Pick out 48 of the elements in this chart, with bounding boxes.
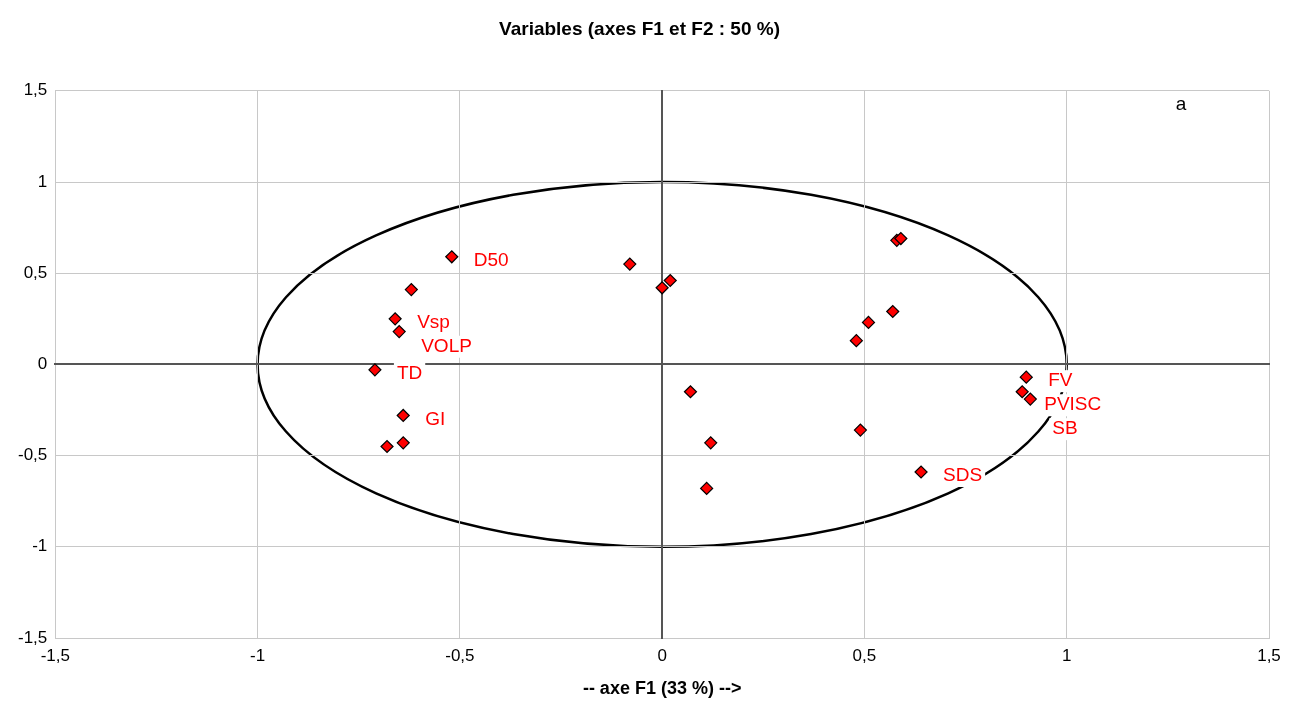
point — [655, 281, 669, 295]
point — [683, 385, 698, 399]
x-tick-label: 1 — [1061, 645, 1072, 665]
x-tick-label: -1 — [250, 645, 266, 665]
x-tick-label: 0,5 — [852, 645, 877, 665]
point — [1023, 392, 1037, 406]
annotation: VOLP — [421, 335, 472, 357]
x-tick-label: 0 — [657, 645, 667, 665]
point — [1015, 385, 1029, 399]
point — [623, 257, 637, 271]
y-tick-label: 1 — [37, 171, 48, 191]
annotation: D50 — [473, 249, 509, 271]
point — [853, 423, 867, 437]
point — [704, 436, 718, 450]
point — [886, 304, 900, 319]
annotation: a — [1175, 93, 1187, 115]
x-tick-label: -0,5 — [445, 645, 475, 665]
chart-title: Variables (axes F1 et F2 : 50 %) — [499, 17, 780, 39]
point — [914, 465, 928, 479]
y-tick-label: 1,5 — [23, 80, 48, 100]
point — [894, 231, 908, 246]
y-tick-label: -0,5 — [18, 445, 48, 465]
x-axis-title: -- axe F1 (33 %) --> — [582, 678, 742, 699]
point — [396, 408, 410, 423]
y-tick-label: 0 — [37, 354, 48, 374]
point — [388, 312, 402, 326]
annotation: FV — [1048, 369, 1073, 391]
annotation: SDS — [943, 464, 983, 486]
y-tick-label: -1,5 — [18, 627, 48, 647]
annotation: PVISC — [1044, 393, 1102, 415]
annotation: Vsp — [417, 311, 450, 333]
point — [700, 481, 714, 496]
point — [392, 324, 406, 339]
y-tick-label: -1 — [32, 536, 48, 556]
x-tick-label: 1,5 — [1257, 645, 1281, 665]
annotation: TD — [396, 362, 423, 384]
point — [1019, 370, 1033, 384]
point — [404, 283, 418, 297]
point — [663, 273, 677, 288]
point — [380, 439, 394, 454]
y-tick-label: 0,5 — [23, 262, 48, 282]
annotation: GI — [425, 407, 446, 429]
point — [861, 315, 876, 330]
annotation: SB — [1052, 417, 1078, 439]
point — [849, 334, 863, 348]
point — [396, 436, 410, 450]
point — [368, 363, 382, 377]
point — [445, 250, 459, 264]
